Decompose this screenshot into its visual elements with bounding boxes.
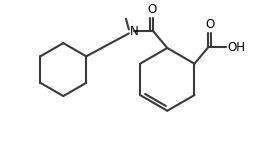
Text: O: O — [147, 3, 157, 16]
Text: N: N — [129, 25, 138, 38]
Text: O: O — [205, 18, 215, 32]
Text: OH: OH — [227, 41, 245, 54]
